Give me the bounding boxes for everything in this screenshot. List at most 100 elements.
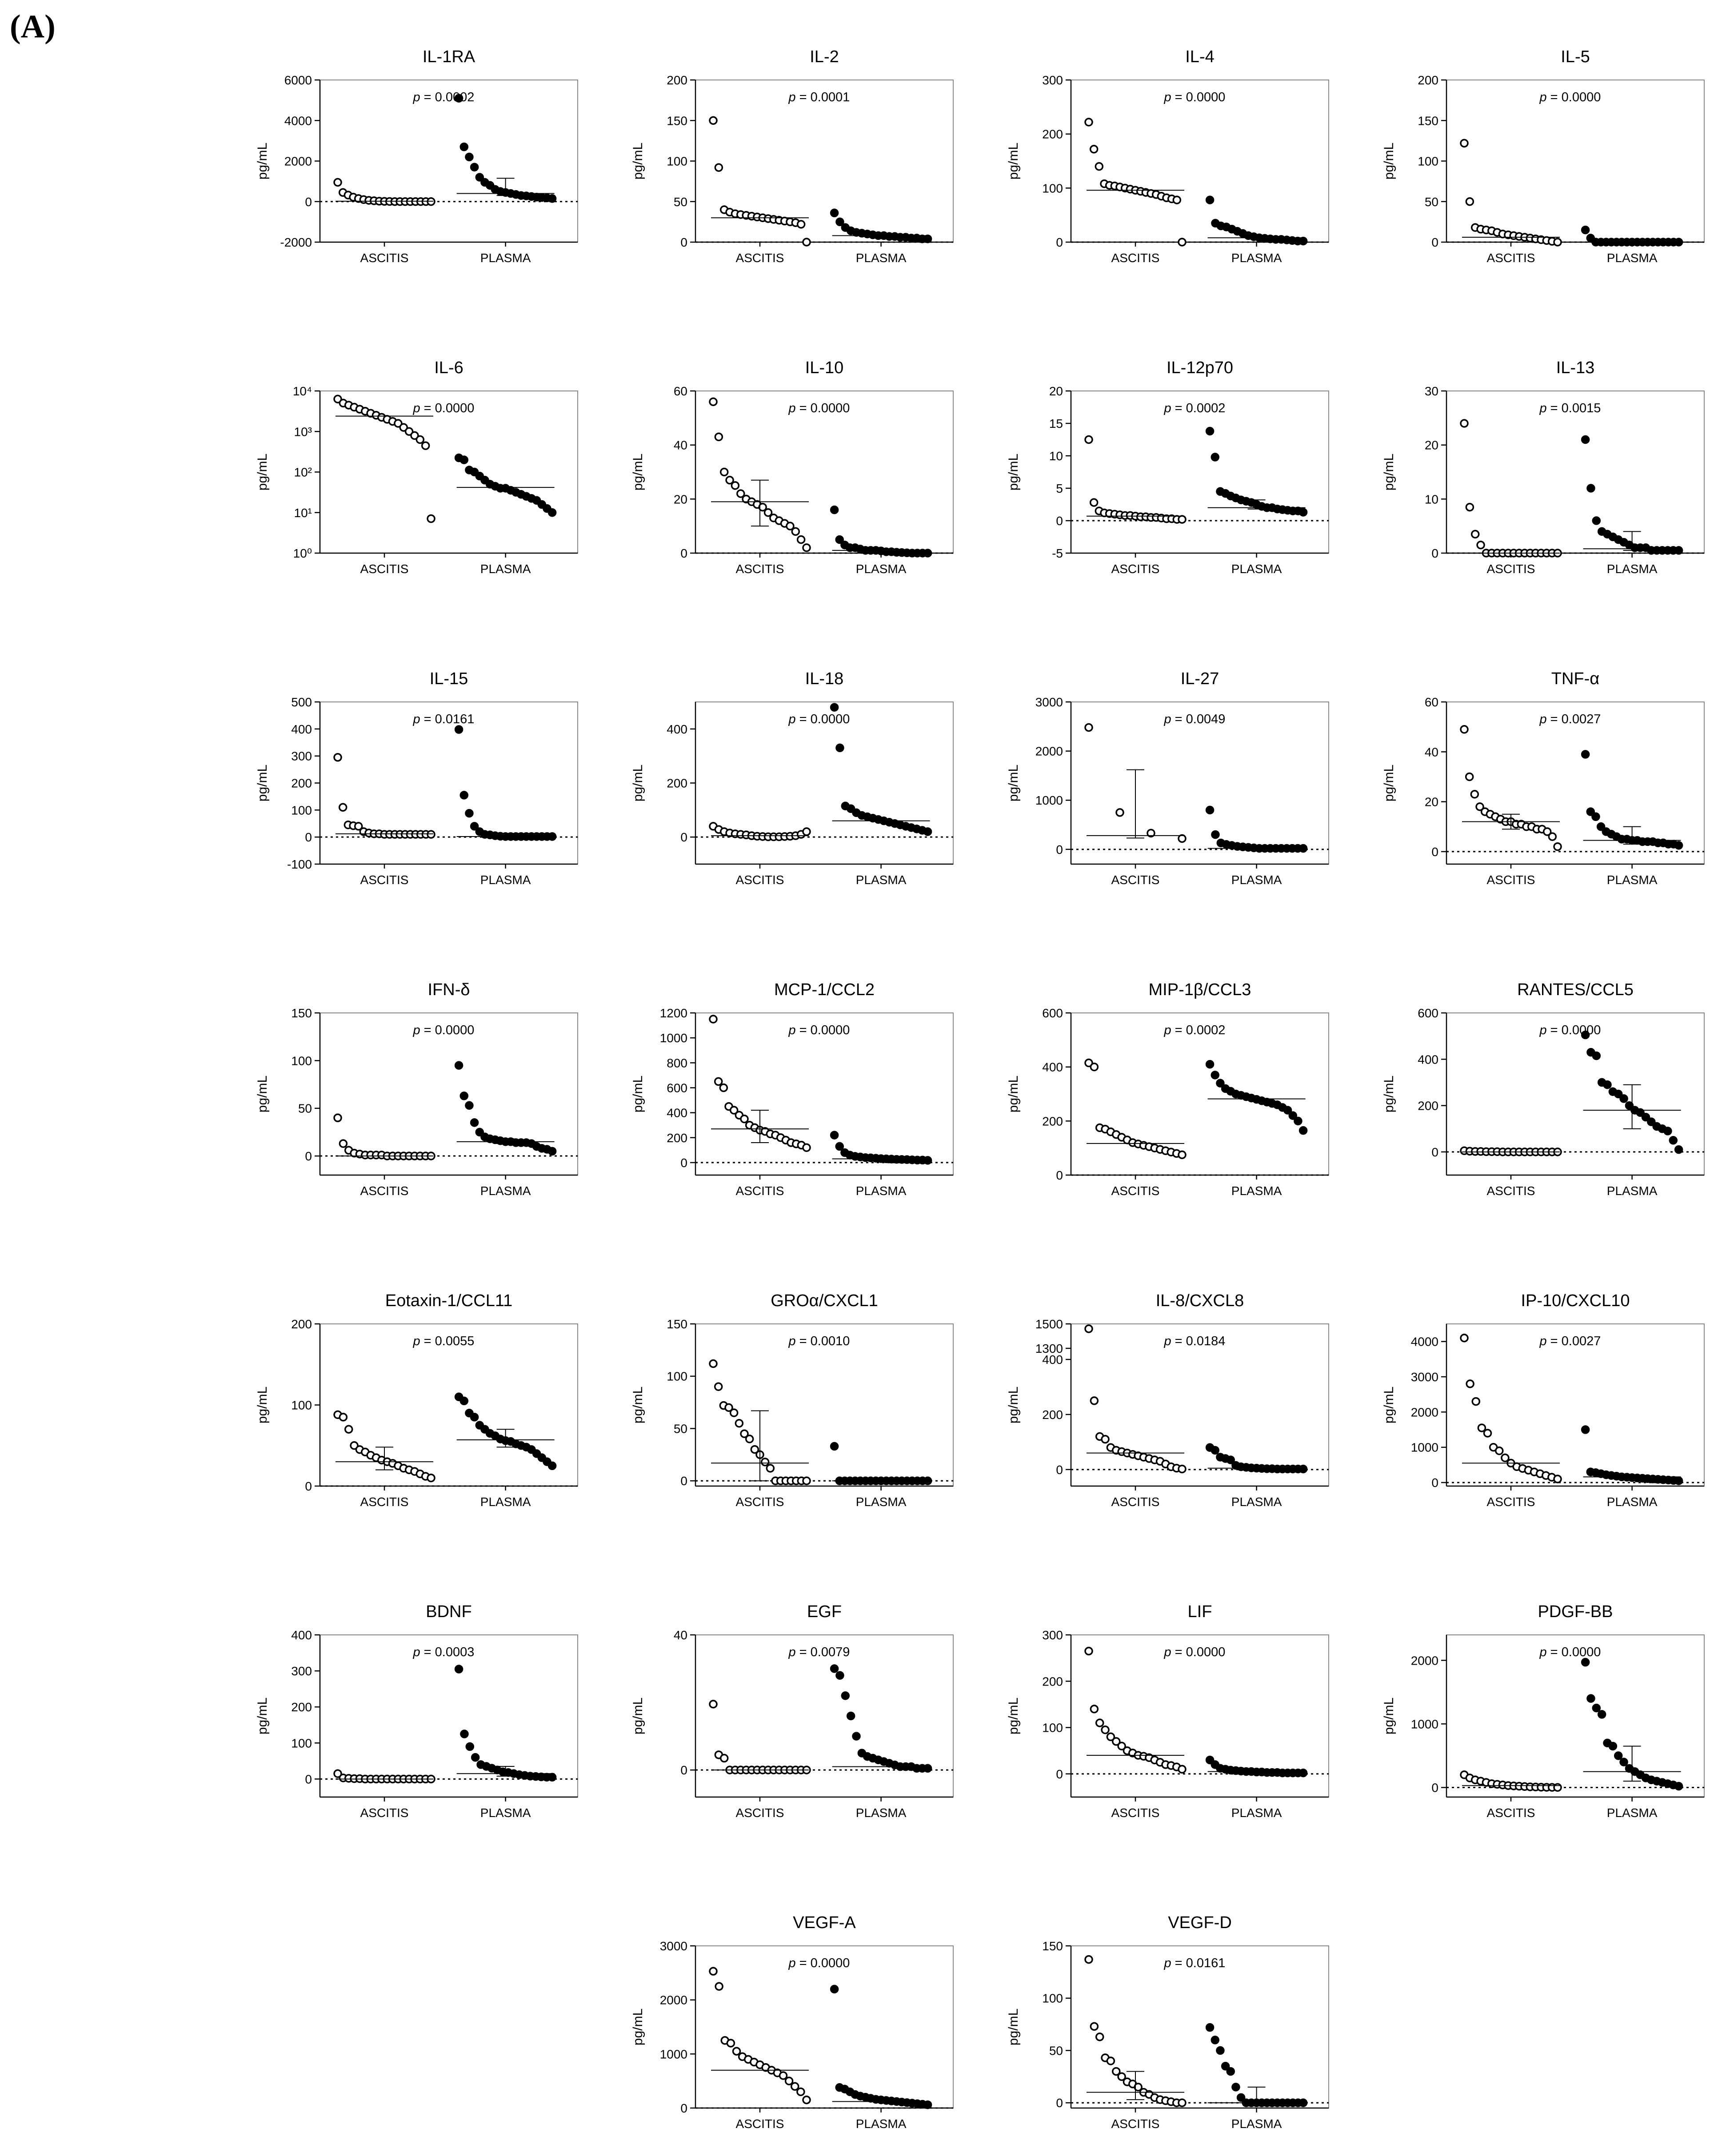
y-axis-label: pg/mL xyxy=(631,454,645,490)
y-tick-label: 50 xyxy=(674,1422,687,1435)
ascitis-point xyxy=(1178,238,1187,247)
p-value: p = 0.0184 xyxy=(1163,1334,1225,1348)
ascitis-point xyxy=(394,419,403,428)
ascitis-point xyxy=(732,2047,741,2056)
plasma-point xyxy=(459,1396,469,1406)
chart-title: VEGF-D xyxy=(1168,1913,1232,1932)
chart-title: IL-18 xyxy=(805,670,844,688)
plasma-point xyxy=(1205,1755,1215,1765)
y-tick-label: 2000 xyxy=(660,1993,687,2007)
p-value-text: = 0.0000 xyxy=(1550,90,1601,104)
group-label-plasma: PLASMA xyxy=(480,1806,531,1820)
p-value-text: = 0.0003 xyxy=(424,1645,475,1659)
p-value-text: = 0.0001 xyxy=(799,90,850,104)
plasma-point xyxy=(923,827,932,836)
ascitis-point xyxy=(427,830,435,839)
y-tick-label: 10⁰ xyxy=(293,546,312,560)
p-value: p = 0.0000 xyxy=(1163,90,1225,104)
y-tick-label: 150 xyxy=(667,114,687,128)
chart-title: IL-4 xyxy=(1185,48,1214,66)
panel-label: (A) xyxy=(10,8,56,45)
group-label-ascitis: ASCITIS xyxy=(736,2117,784,2131)
ascitis-point xyxy=(802,1476,811,1485)
y-tick-label: 2000 xyxy=(284,155,312,168)
ascitis-point xyxy=(1178,1765,1187,1774)
y-tick-label: 0 xyxy=(1431,1781,1438,1795)
y-axis-label: pg/mL xyxy=(1382,143,1396,179)
ascitis-point xyxy=(735,1419,744,1428)
plasma-point xyxy=(459,1092,469,1100)
ascitis-point xyxy=(1117,1742,1126,1751)
ascitis-point xyxy=(1147,829,1155,838)
p-value-text: = 0.0000 xyxy=(1175,90,1226,104)
y-tick-label: 150 xyxy=(1042,1939,1063,1953)
ascitis-point xyxy=(1553,1783,1562,1792)
y-tick-label: 100 xyxy=(667,1370,687,1383)
y-tick-label: 800 xyxy=(667,1056,687,1070)
plasma-point xyxy=(547,1461,557,1471)
p-value: p = 0.0079 xyxy=(788,1645,850,1659)
ascitis-point xyxy=(1477,1423,1486,1432)
plasma-point xyxy=(1625,1101,1634,1110)
plasma-point xyxy=(1211,2036,1220,2044)
ascitis-point xyxy=(410,431,419,440)
y-tick-label: 3000 xyxy=(1035,695,1063,709)
plasma-point xyxy=(846,804,855,813)
plasma-point xyxy=(1586,484,1595,493)
p-value-text: = 0.0000 xyxy=(1550,1023,1601,1037)
plasma-point xyxy=(547,1147,557,1156)
group-label-plasma: PLASMA xyxy=(480,1495,531,1509)
chart-pdgf-bb: PDGF-BB 2000 1000 0 pg/mL ASCITIS PLASMA p = 0.… xyxy=(1382,1602,1705,1820)
chart-title: IL-2 xyxy=(810,48,839,66)
chart-eotaxin-1-ccl11: Eotaxin-1/CCL11 200 100 0 pg/mL ASCITIS PLASMA… xyxy=(255,1291,578,1509)
y-tick-label: 60 xyxy=(1425,695,1438,709)
chart-mip-1-ccl3: MIP-1β/CCL3 600 400 200 0 pg/mL ASCITIS PLASMA p… xyxy=(1006,980,1329,1198)
y-tick-label: 200 xyxy=(291,1700,312,1714)
p-symbol: p xyxy=(788,1334,799,1348)
ascitis-point xyxy=(1553,238,1562,247)
plasma-point xyxy=(830,1442,839,1451)
y-tick-label: 400 xyxy=(1418,1052,1438,1066)
group-label-ascitis: ASCITIS xyxy=(736,873,784,887)
y-tick-label: 0 xyxy=(1056,843,1063,857)
plasma-point xyxy=(547,194,557,203)
p-symbol: p xyxy=(1163,1023,1175,1037)
ascitis-point xyxy=(1106,1732,1115,1742)
ascitis-point xyxy=(802,2096,811,2104)
ascitis-point xyxy=(802,543,811,552)
plasma-point xyxy=(459,455,469,464)
chart-title: MIP-1β/CCL3 xyxy=(1149,980,1251,999)
p-value: p = 0.0000 xyxy=(1539,90,1601,104)
p-value: p = 0.0001 xyxy=(788,90,850,104)
chart-title: IL-1RA xyxy=(423,48,475,66)
y-tick-label: 200 xyxy=(1042,1114,1063,1128)
y-tick-label: 150 xyxy=(291,1006,312,1020)
p-value-text: = 0.0010 xyxy=(799,1334,850,1348)
p-value-text: = 0.0000 xyxy=(1550,1645,1601,1659)
chart-il-10: IL-10 60 40 20 0 pg/mL ASCITIS PLASMA p = 0.0000 xyxy=(631,359,954,576)
y-tick-label: 0 xyxy=(1056,2096,1063,2110)
group-label-ascitis: ASCITIS xyxy=(736,1495,784,1509)
ascitis-point xyxy=(1470,530,1480,539)
p-value: p = 0.0027 xyxy=(1539,1334,1601,1348)
group-label-ascitis: ASCITIS xyxy=(1487,1806,1535,1820)
chart-vegf-d: VEGF-D 150 100 50 0 pg/mL ASCITIS PLASMA p = 0.0… xyxy=(1006,1913,1329,2131)
plasma-point xyxy=(1226,1455,1235,1464)
p-value-text: = 0.0000 xyxy=(799,401,850,415)
plasma-point xyxy=(1581,435,1590,444)
y-axis-label: pg/mL xyxy=(1006,1698,1021,1734)
plasma-point xyxy=(1674,546,1683,555)
y-tick-label: 2000 xyxy=(1411,1654,1438,1667)
ascitis-point xyxy=(1470,790,1479,799)
ascitis-point xyxy=(333,395,342,403)
p-symbol: p xyxy=(1539,1645,1550,1659)
p-value: p = 0.0003 xyxy=(412,1645,474,1659)
ascitis-point xyxy=(725,476,734,485)
plasma-point xyxy=(454,725,463,734)
y-tick-label: 400 xyxy=(667,1106,687,1120)
chart-lif: LIF 300 200 100 0 pg/mL ASCITIS PLASMA p = 0.000… xyxy=(1006,1602,1329,1820)
y-tick-label: 300 xyxy=(291,749,312,763)
chart-title: LIF xyxy=(1188,1602,1212,1621)
ascitis-point xyxy=(1090,2022,1099,2031)
plasma-point xyxy=(1231,2083,1240,2092)
